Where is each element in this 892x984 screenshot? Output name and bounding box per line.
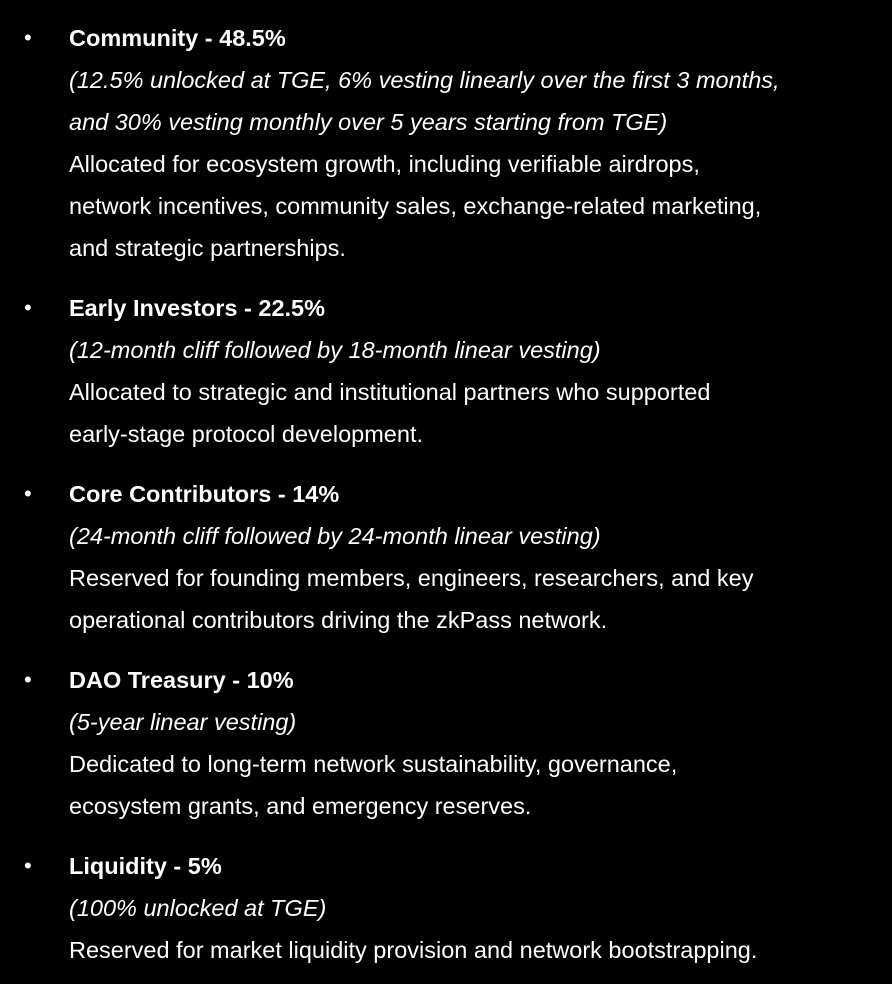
allocation-item: • Core Contributors - 14% (24-month cliff … bbox=[0, 473, 892, 641]
allocation-description: network incentives, community sales, exc… bbox=[69, 193, 762, 219]
bullet-icon: • bbox=[24, 295, 32, 320]
allocation-title: Community - 48.5% bbox=[69, 25, 286, 51]
vesting-note: and 30% vesting monthly over 5 years sta… bbox=[69, 109, 668, 135]
allocation-description: Reserved for founding members, engineers… bbox=[69, 565, 754, 591]
bullet-icon: • bbox=[24, 853, 32, 878]
allocation-description: ecosystem grants, and emergency reserves… bbox=[69, 793, 532, 819]
vesting-note: (24-month cliff followed by 24-month lin… bbox=[69, 523, 601, 549]
allocation-title: Core Contributors - 14% bbox=[69, 481, 340, 507]
allocation-item: • Community - 48.5% (12.5% unlocked at TGE… bbox=[0, 17, 892, 269]
vesting-note: (5-year linear vesting) bbox=[69, 709, 297, 735]
allocation-description: operational contributors driving the zkP… bbox=[69, 607, 608, 633]
allocation-title: DAO Treasury - 10% bbox=[69, 667, 294, 693]
bullet-icon: • bbox=[24, 667, 32, 692]
allocation-title: Liquidity - 5% bbox=[69, 853, 222, 879]
allocation-description: early-stage protocol development. bbox=[69, 421, 424, 447]
allocation-description: Allocated to strategic and institutional… bbox=[69, 379, 711, 405]
bullet-icon: • bbox=[24, 481, 32, 506]
allocation-item: • DAO Treasury - 10% (5-year linear vestin… bbox=[0, 659, 892, 827]
allocation-description: Dedicated to long-term network sustainab… bbox=[69, 751, 678, 777]
allocation-description: and strategic partnerships. bbox=[69, 235, 346, 261]
allocation-description: Reserved for market liquidity provision … bbox=[69, 937, 758, 963]
vesting-note: (12.5% unlocked at TGE, 6% vesting linea… bbox=[69, 67, 780, 93]
bullet-icon: • bbox=[24, 25, 32, 50]
allocation-item: • Liquidity - 5% (100% unlocked at TGE) Res… bbox=[0, 845, 892, 971]
allocation-description: Allocated for ecosystem growth, includin… bbox=[69, 151, 700, 177]
vesting-note: (12-month cliff followed by 18-month lin… bbox=[69, 337, 601, 363]
vesting-note: (100% unlocked at TGE) bbox=[69, 895, 327, 921]
allocation-title: Early Investors - 22.5% bbox=[69, 295, 326, 321]
allocation-item: • Early Investors - 22.5% (12-month cliff … bbox=[0, 287, 892, 455]
